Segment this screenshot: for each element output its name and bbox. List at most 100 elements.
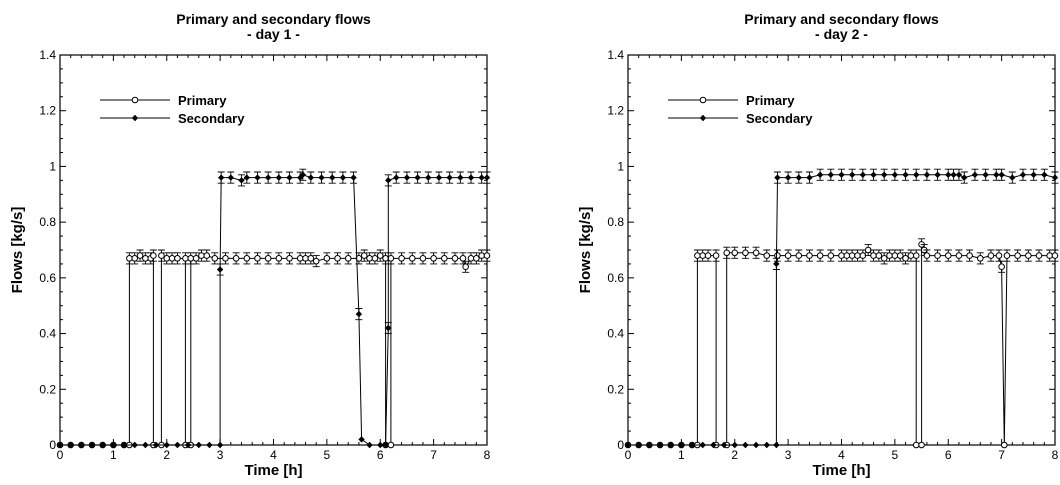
data-point-secondary bbox=[950, 171, 957, 178]
x-tick-label: 7 bbox=[430, 448, 437, 462]
data-point-secondary bbox=[227, 174, 234, 181]
data-point-secondary bbox=[720, 441, 728, 449]
data-point-primary bbox=[923, 252, 931, 259]
data-point-primary bbox=[187, 255, 195, 262]
data-point-secondary bbox=[382, 441, 389, 449]
x-tick-label: 5 bbox=[892, 448, 899, 462]
data-point-secondary bbox=[110, 441, 117, 449]
x-tick-label: 1 bbox=[678, 448, 685, 462]
data-point-primary bbox=[371, 255, 379, 262]
data-point-secondary bbox=[67, 441, 74, 449]
data-point-primary bbox=[366, 255, 373, 262]
data-point-primary bbox=[742, 249, 749, 257]
data-point-primary bbox=[323, 255, 331, 262]
data-point-primary bbox=[944, 252, 952, 259]
y-tick-label: 1.2 bbox=[607, 104, 624, 118]
data-point-primary bbox=[774, 252, 781, 259]
data-point-primary bbox=[976, 255, 984, 262]
y-tick-label: 0.2 bbox=[39, 382, 56, 396]
data-point-secondary bbox=[870, 171, 877, 178]
data-point-primary bbox=[192, 255, 200, 262]
data-point-primary bbox=[880, 255, 888, 262]
data-point-secondary bbox=[238, 177, 245, 184]
legend-label: Primary bbox=[746, 93, 795, 108]
x-tick-label: 6 bbox=[377, 448, 384, 462]
data-point-primary bbox=[126, 255, 133, 262]
data-point-primary bbox=[712, 252, 720, 259]
data-point-primary bbox=[286, 255, 293, 262]
data-point-primary bbox=[355, 255, 363, 262]
data-point-primary bbox=[142, 255, 149, 262]
data-point-secondary bbox=[355, 310, 363, 318]
data-point-secondary bbox=[710, 441, 717, 449]
data-point-primary bbox=[912, 441, 920, 449]
legend: Primary Secondary bbox=[668, 93, 813, 126]
data-point-secondary bbox=[848, 171, 856, 178]
data-point-primary bbox=[987, 252, 995, 259]
data-point-secondary bbox=[174, 441, 181, 449]
x-tick-label: 8 bbox=[1052, 448, 1059, 462]
data-point-secondary bbox=[923, 171, 931, 178]
data-point-secondary bbox=[414, 174, 421, 181]
data-point-primary bbox=[806, 252, 813, 259]
y-tick-label: 1 bbox=[617, 159, 624, 173]
data-point-primary bbox=[334, 255, 341, 262]
data-point-primary bbox=[1046, 252, 1053, 259]
data-point-secondary bbox=[635, 441, 642, 449]
data-point-secondary bbox=[307, 174, 315, 181]
data-point-primary bbox=[1035, 252, 1043, 259]
data-point-secondary bbox=[678, 441, 685, 449]
data-point-primary bbox=[203, 252, 211, 259]
data-point-primary bbox=[694, 252, 701, 259]
data-point-secondary bbox=[393, 174, 400, 181]
data-point-secondary bbox=[206, 441, 213, 449]
x-tick-label: 1 bbox=[110, 448, 117, 462]
data-point-secondary bbox=[366, 441, 373, 449]
plot-frame bbox=[59, 54, 488, 446]
x-axis-label: Time [h] bbox=[812, 462, 870, 479]
y-tick-label: 0.6 bbox=[607, 271, 624, 285]
data-point-secondary bbox=[318, 174, 325, 181]
data-point-primary bbox=[907, 252, 915, 259]
data-point-secondary bbox=[131, 441, 138, 449]
data-point-secondary bbox=[377, 441, 384, 449]
data-point-secondary bbox=[971, 171, 979, 178]
data-point-primary bbox=[387, 441, 395, 449]
data-point-secondary bbox=[699, 441, 706, 449]
y-axis-label: Flows [kg/s] bbox=[9, 207, 26, 294]
data-point-secondary bbox=[945, 171, 952, 178]
data-point-secondary bbox=[982, 171, 989, 178]
data-point-primary bbox=[966, 252, 973, 259]
data-point-primary bbox=[462, 263, 469, 271]
data-point-primary bbox=[827, 252, 835, 259]
chart-panel-2: Primary and secondary flows- day 2 - 0 1 2 3… bbox=[577, 11, 1059, 479]
data-point-primary bbox=[307, 255, 315, 262]
data-point-primary bbox=[254, 255, 261, 262]
data-point-secondary bbox=[56, 441, 64, 449]
data-point-primary bbox=[158, 252, 165, 259]
data-point-secondary bbox=[913, 171, 920, 178]
data-point-secondary bbox=[99, 441, 106, 449]
data-point-secondary bbox=[774, 174, 781, 181]
data-point-primary bbox=[955, 252, 963, 259]
data-point-primary bbox=[995, 252, 1003, 259]
data-point-secondary bbox=[667, 441, 674, 449]
chart-subtitle: - day 1 - bbox=[247, 26, 300, 42]
data-point-secondary bbox=[646, 441, 653, 449]
data-point-primary bbox=[795, 252, 803, 259]
data-point-secondary bbox=[435, 174, 443, 181]
data-point-secondary bbox=[656, 441, 664, 449]
legend-marker-secondary bbox=[131, 114, 139, 122]
data-point-primary bbox=[264, 255, 272, 262]
data-point-primary bbox=[918, 441, 925, 449]
data-point-secondary bbox=[358, 436, 365, 443]
data-point-secondary bbox=[961, 174, 968, 181]
data-point-primary bbox=[886, 252, 893, 259]
data-point-primary bbox=[182, 255, 189, 262]
data-point-secondary bbox=[217, 174, 225, 181]
data-point-secondary bbox=[1041, 171, 1048, 178]
data-point-primary bbox=[296, 255, 304, 262]
x-tick-label: 4 bbox=[270, 448, 277, 462]
data-point-secondary bbox=[688, 441, 696, 449]
